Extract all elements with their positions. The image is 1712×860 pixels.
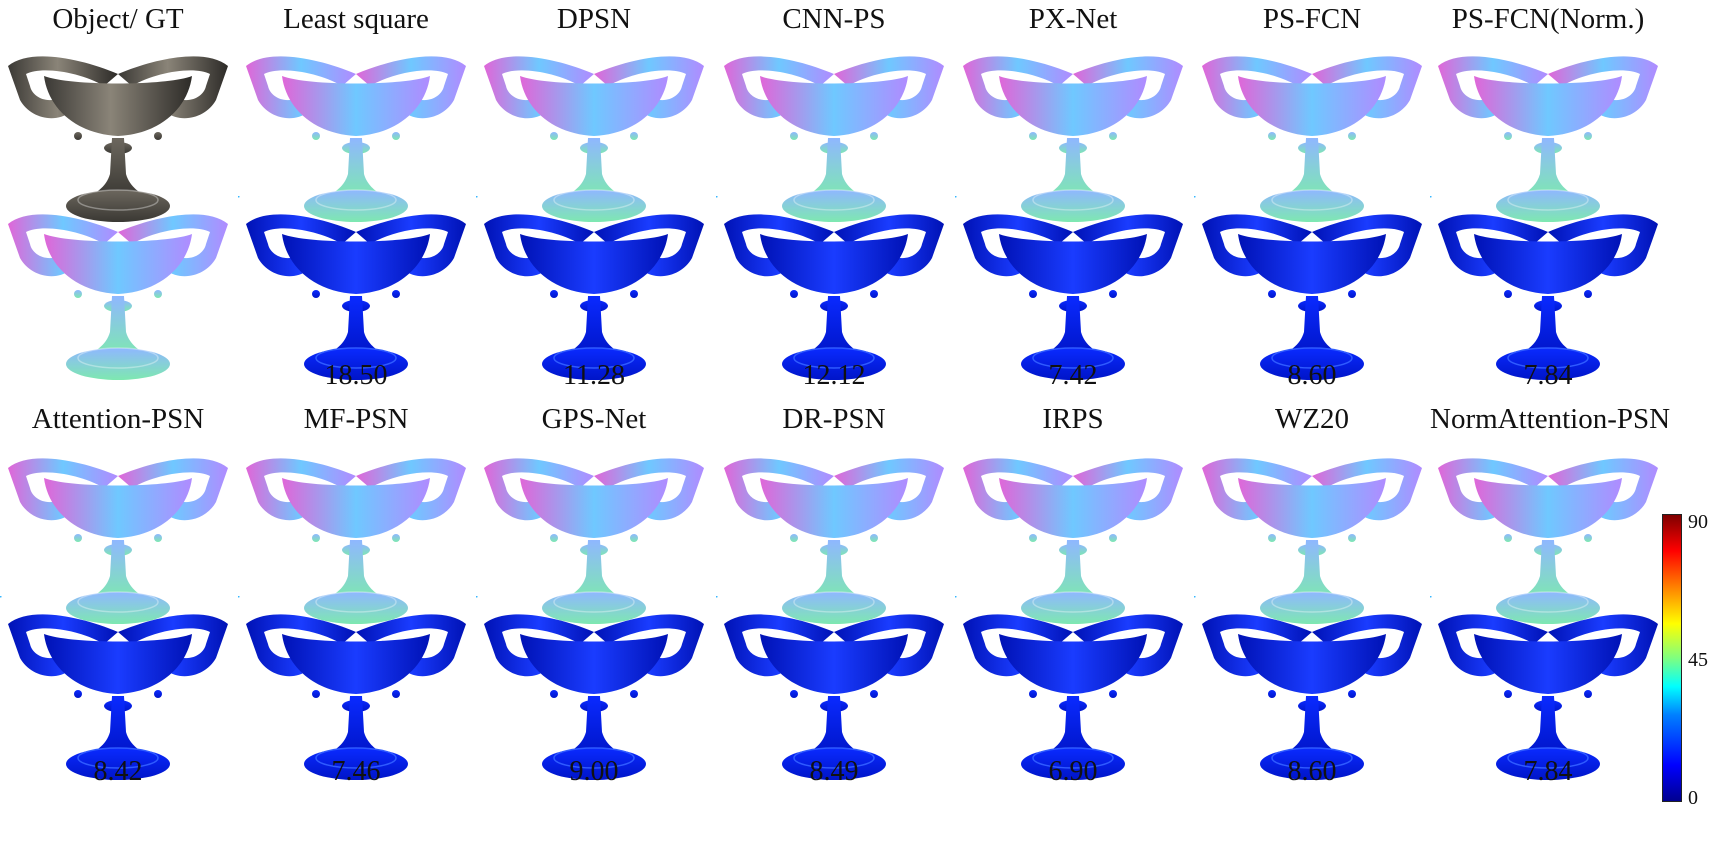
- panel-title: Object/ GT: [52, 3, 184, 35]
- angular-error-map: [714, 594, 952, 786]
- error-colorbar: [1662, 514, 1682, 802]
- estimated-normal-map: [1430, 440, 1666, 630]
- mean-angular-error: 7.42: [1048, 360, 1098, 391]
- estimated-normal-map: [476, 38, 712, 228]
- estimated-normal-map: [0, 440, 236, 630]
- angular-error-map: [1192, 194, 1430, 386]
- colorbar-tick-max: 90: [1688, 511, 1708, 533]
- mean-angular-error: 7.46: [331, 756, 381, 787]
- mean-angular-error: 9.00: [569, 756, 619, 787]
- estimated-normal-map: [716, 440, 952, 630]
- mean-angular-error: 7.84: [1523, 360, 1573, 391]
- mean-angular-error: 7.84: [1523, 756, 1573, 787]
- angular-error-map: [1428, 594, 1666, 786]
- mean-angular-error: 18.50: [324, 360, 388, 391]
- ground-truth-normal-map: [0, 196, 236, 386]
- estimated-normal-map: [955, 38, 1191, 228]
- estimated-normal-map: [1430, 38, 1666, 228]
- mean-angular-error: 12.12: [802, 360, 866, 391]
- object-photo: [0, 38, 236, 228]
- angular-error-map: [236, 594, 474, 786]
- mean-angular-error: 8.42: [93, 756, 143, 787]
- estimated-normal-map: [955, 440, 1191, 630]
- angular-error-map: [1192, 594, 1430, 786]
- panel-title: PS-FCN(Norm.): [1451, 3, 1645, 35]
- panel-title: PS-FCN: [1262, 3, 1362, 35]
- angular-error-map: [953, 194, 1191, 386]
- mean-angular-error: 8.60: [1287, 360, 1337, 391]
- estimated-normal-map: [716, 38, 952, 228]
- estimated-normal-map: [1194, 38, 1430, 228]
- panel-title: Attention-PSN: [31, 403, 205, 435]
- angular-error-map: [236, 194, 474, 386]
- estimated-normal-map: [238, 38, 474, 228]
- angular-error-map: [953, 594, 1191, 786]
- mean-angular-error: 6.90: [1048, 756, 1098, 787]
- panel-title: WZ20: [1274, 403, 1350, 435]
- angular-error-map: [1428, 194, 1666, 386]
- mean-angular-error: 8.49: [809, 756, 859, 787]
- panel-title: DPSN: [556, 3, 632, 35]
- mean-angular-error: 8.60: [1287, 756, 1337, 787]
- panel-title: IRPS: [1042, 403, 1104, 435]
- estimated-normal-map: [1194, 440, 1430, 630]
- panel-title: NormAttention-PSN: [1430, 403, 1671, 435]
- panel-title: GPS-Net: [541, 403, 647, 435]
- panel-title: DR-PSN: [782, 403, 886, 435]
- panel-title: MF-PSN: [303, 403, 409, 435]
- mean-angular-error: 11.28: [563, 360, 625, 391]
- panel-title: CNN-PS: [782, 3, 886, 35]
- angular-error-map: [714, 194, 952, 386]
- colorbar-tick-mid: 45: [1688, 649, 1708, 671]
- panel-title: Least square: [283, 3, 429, 35]
- angular-error-map: [474, 594, 712, 786]
- estimated-normal-map: [476, 440, 712, 630]
- colorbar-tick-min: 0: [1688, 787, 1698, 809]
- angular-error-map: [0, 594, 236, 786]
- estimated-normal-map: [238, 440, 474, 630]
- angular-error-map: [474, 194, 712, 386]
- panel-title: PX-Net: [1028, 3, 1118, 35]
